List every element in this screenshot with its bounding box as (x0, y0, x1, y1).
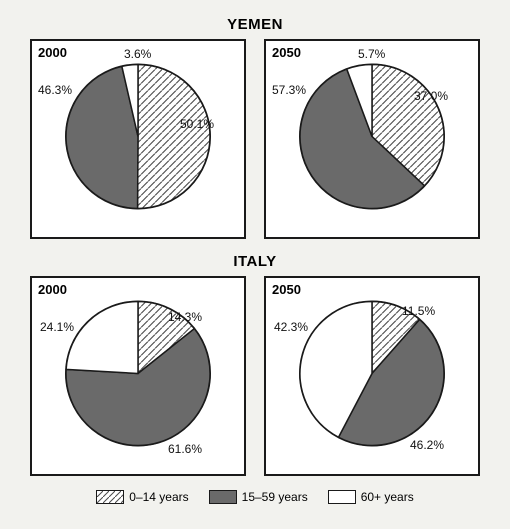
slice-label: 24.1% (40, 320, 74, 334)
country-title-yemen: YEMEN (12, 16, 498, 33)
year-label: 2000 (38, 282, 67, 297)
country-title-italy: ITALY (12, 253, 498, 270)
legend-item-young: 0–14 years (96, 490, 188, 504)
year-label: 2000 (38, 45, 67, 60)
row-yemen: 2000 50.1% 46.3% 3.6% 2050 37.0% 57.3% 5.7% (12, 39, 498, 239)
panel-yemen-2050: 2050 37.0% 57.3% 5.7% (264, 39, 480, 239)
legend-label: 0–14 years (129, 490, 188, 504)
slice-label: 57.3% (272, 83, 306, 97)
pie-yemen-2050 (298, 63, 446, 216)
slice-label: 42.3% (274, 320, 308, 334)
legend: 0–14 years 15–59 years 60+ years (12, 490, 498, 504)
panel-yemen-2000: 2000 50.1% 46.3% 3.6% (30, 39, 246, 239)
slice-label: 50.1% (180, 117, 214, 131)
slice-label: 46.3% (38, 83, 72, 97)
pie-italy-2050 (298, 300, 446, 453)
year-label: 2050 (272, 45, 301, 60)
row-italy: 2000 14.3% 61.6% 24.1% 2050 11.5% 46.2% 42.3… (12, 276, 498, 476)
legend-label: 60+ years (361, 490, 414, 504)
panel-italy-2000: 2000 14.3% 61.6% 24.1% (30, 276, 246, 476)
slice-label: 14.3% (168, 310, 202, 324)
slice-label: 5.7% (358, 47, 385, 61)
swatch-old (328, 490, 356, 504)
slice-label: 3.6% (124, 47, 151, 61)
legend-item-mid: 15–59 years (209, 490, 308, 504)
slice-label: 46.2% (410, 438, 444, 452)
panel-italy-2050: 2050 11.5% 46.2% 42.3% (264, 276, 480, 476)
slice-label: 61.6% (168, 442, 202, 456)
year-label: 2050 (272, 282, 301, 297)
pie-yemen-2000 (64, 63, 212, 216)
legend-item-old: 60+ years (328, 490, 414, 504)
legend-label: 15–59 years (242, 490, 308, 504)
swatch-mid (209, 490, 237, 504)
slice-label: 37.0% (414, 89, 448, 103)
swatch-young (96, 490, 124, 504)
slice-label: 11.5% (402, 304, 435, 318)
